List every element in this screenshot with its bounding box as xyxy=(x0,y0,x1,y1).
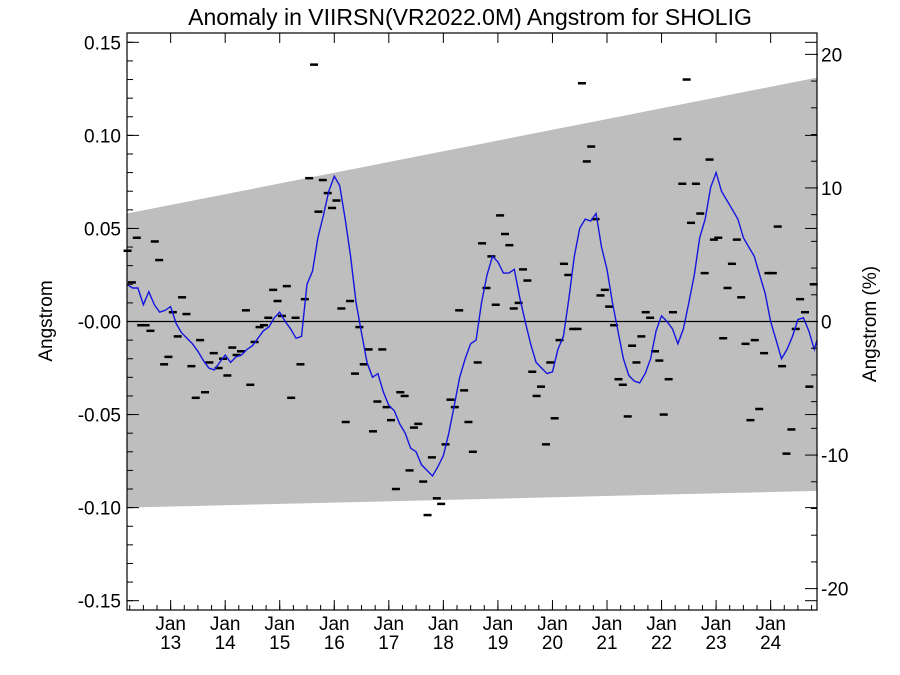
x-tick-year-label: 24 xyxy=(760,633,782,654)
x-tick-year-label: 18 xyxy=(433,633,454,654)
y-tick-label: 0.05 xyxy=(84,219,121,240)
uncertainty-envelope xyxy=(127,77,817,508)
x-tick-year-label: 23 xyxy=(706,633,727,654)
x-tick-year-label: 20 xyxy=(542,633,563,654)
y2-axis-label: Angstrom (%) xyxy=(860,266,881,382)
y-tick-label: -0.15 xyxy=(78,592,121,613)
x-tick-month-label: Jan xyxy=(755,614,786,635)
x-tick-month-label: Jan xyxy=(592,614,623,635)
x-tick-month-label: Jan xyxy=(264,614,295,635)
y-tick-label: -0.00 xyxy=(78,313,121,334)
chart-title: Anomaly in VIIRSN(VR2022.0M) Angstrom fo… xyxy=(188,4,752,30)
y2-tick-label: -10 xyxy=(821,446,848,467)
x-tick-year-label: 15 xyxy=(269,633,290,654)
y2-tick-label: 10 xyxy=(821,179,842,200)
x-tick-month-label: Jan xyxy=(646,614,677,635)
x-tick-year-label: 16 xyxy=(324,633,345,654)
y2-tick-label: 20 xyxy=(821,45,842,66)
x-tick-month-label: Jan xyxy=(155,614,186,635)
y-tick-label: -0.05 xyxy=(78,406,121,427)
x-tick-month-label: Jan xyxy=(537,614,568,635)
x-tick-month-label: Jan xyxy=(428,614,459,635)
x-tick-year-label: 17 xyxy=(378,633,399,654)
x-tick-year-label: 13 xyxy=(160,633,181,654)
y2-tick-label: 0 xyxy=(821,313,832,334)
x-tick-year-label: 21 xyxy=(596,633,617,654)
y-tick-label: -0.10 xyxy=(78,499,121,520)
y2-tick-label: -20 xyxy=(821,580,848,601)
x-tick-year-label: 19 xyxy=(487,633,508,654)
x-tick-month-label: Jan xyxy=(483,614,514,635)
y-tick-label: 0.10 xyxy=(84,126,121,147)
smoothed-anomaly-line xyxy=(126,170,818,478)
x-tick-month-label: Jan xyxy=(373,614,404,635)
x-tick-year-label: 14 xyxy=(215,633,237,654)
plot-area: 0.15 0.10 0.05 -0.00 -0.05 -0.10 -0.15 20 10 0 -10… xyxy=(78,32,848,654)
x-tick-month-label: Jan xyxy=(319,614,350,635)
y-axis-label: Angstrom xyxy=(36,280,57,361)
x-tick-year-label: 22 xyxy=(651,633,672,654)
x-tick-month-label: Jan xyxy=(701,614,732,635)
y-tick-label: 0.15 xyxy=(84,33,121,54)
x-tick-month-label: Jan xyxy=(210,614,241,635)
